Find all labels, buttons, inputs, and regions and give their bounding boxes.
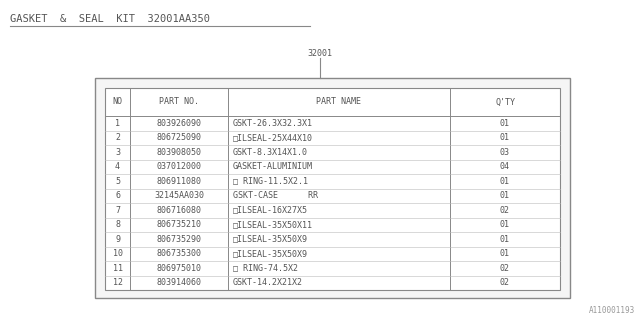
Text: □ILSEAL-35X50X11: □ILSEAL-35X50X11 [233,220,313,229]
Text: 01: 01 [500,191,510,200]
Text: 01: 01 [500,249,510,258]
Text: 7: 7 [115,206,120,215]
Text: A110001193: A110001193 [589,306,635,315]
Text: 806911080: 806911080 [157,177,202,186]
Text: □ILSEAL-35X50X9: □ILSEAL-35X50X9 [233,249,308,258]
Text: 3: 3 [115,148,120,157]
Text: □ RING-11.5X2.1: □ RING-11.5X2.1 [233,177,308,186]
Text: PART NAME: PART NAME [317,98,362,107]
Text: 806716080: 806716080 [157,206,202,215]
Text: 803914060: 803914060 [157,278,202,287]
Text: GSKT-26.3X32.3X1: GSKT-26.3X32.3X1 [233,119,313,128]
Text: 12: 12 [113,278,122,287]
Text: 32001: 32001 [307,49,333,58]
Text: 037012000: 037012000 [157,162,202,171]
Text: 806735290: 806735290 [157,235,202,244]
Text: 04: 04 [500,162,510,171]
Text: 32145AA030: 32145AA030 [154,191,204,200]
Text: □ RING-74.5X2: □ RING-74.5X2 [233,264,298,273]
Text: 806735210: 806735210 [157,220,202,229]
Text: 4: 4 [115,162,120,171]
Text: 03: 03 [500,148,510,157]
Text: 01: 01 [500,133,510,142]
Text: 806975010: 806975010 [157,264,202,273]
Text: NO: NO [113,98,122,107]
Text: 11: 11 [113,264,122,273]
Text: Q'TY: Q'TY [495,98,515,107]
Text: 8: 8 [115,220,120,229]
Text: □ILSEAL-25X44X10: □ILSEAL-25X44X10 [233,133,313,142]
Text: 2: 2 [115,133,120,142]
Text: 10: 10 [113,249,122,258]
Text: 803926090: 803926090 [157,119,202,128]
Text: GASKET-ALUMINIUM: GASKET-ALUMINIUM [233,162,313,171]
Text: 02: 02 [500,278,510,287]
Text: 02: 02 [500,206,510,215]
Text: GSKT-CASE      RR: GSKT-CASE RR [233,191,318,200]
Text: 5: 5 [115,177,120,186]
Text: 01: 01 [500,177,510,186]
Text: □ILSEAL-35X50X9: □ILSEAL-35X50X9 [233,235,308,244]
Text: 806725090: 806725090 [157,133,202,142]
Text: 01: 01 [500,119,510,128]
Text: 02: 02 [500,264,510,273]
Text: 6: 6 [115,191,120,200]
Text: 01: 01 [500,235,510,244]
Text: PART NO.: PART NO. [159,98,199,107]
Text: GASKET  &  SEAL  KIT  32001AA350: GASKET & SEAL KIT 32001AA350 [10,14,210,24]
Text: 9: 9 [115,235,120,244]
Text: □ILSEAL-16X27X5: □ILSEAL-16X27X5 [233,206,308,215]
Bar [95,78,570,298]
Text: 01: 01 [500,220,510,229]
Text: 1: 1 [115,119,120,128]
Text: 803908050: 803908050 [157,148,202,157]
Bar [105,88,560,290]
Text: GSKT-8.3X14X1.0: GSKT-8.3X14X1.0 [233,148,308,157]
Text: GSKT-14.2X21X2: GSKT-14.2X21X2 [233,278,303,287]
Text: 806735300: 806735300 [157,249,202,258]
